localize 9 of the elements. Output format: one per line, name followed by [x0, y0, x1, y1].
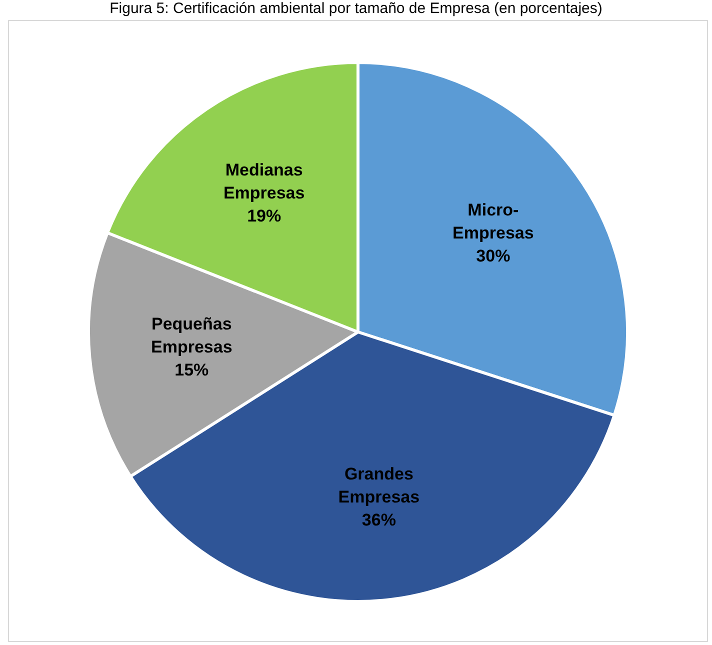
data-label: 15%	[174, 360, 209, 380]
data-label: 19%	[247, 206, 282, 226]
data-label: 36%	[362, 510, 396, 530]
chart-title: Figura 5: Certificación ambiental por tamaño de Empresa (en porcentajes)	[108, 0, 604, 18]
data-label: 30%	[476, 246, 510, 266]
slice-label: Micro-Empresas	[452, 200, 534, 242]
slice-label: Pequeñas Empresas	[151, 314, 232, 356]
slice-label: Medianas Empresas	[223, 160, 305, 202]
slice-label: Grandes Empresas	[338, 464, 420, 506]
